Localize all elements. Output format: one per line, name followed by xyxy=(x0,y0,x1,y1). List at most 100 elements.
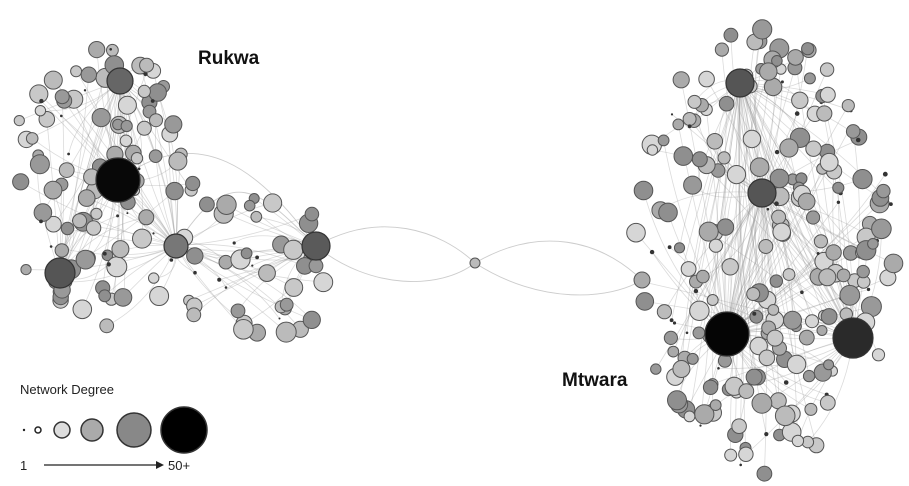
node xyxy=(691,151,708,168)
node xyxy=(669,318,674,323)
hub-node xyxy=(747,178,777,208)
edge xyxy=(721,49,763,194)
legend-circle xyxy=(116,412,152,448)
node xyxy=(193,270,197,275)
node xyxy=(663,330,679,345)
node xyxy=(767,304,780,316)
node xyxy=(98,289,112,303)
edge xyxy=(739,82,768,300)
node xyxy=(685,331,689,335)
node xyxy=(43,70,63,90)
node xyxy=(841,99,855,113)
node xyxy=(263,193,283,213)
node xyxy=(836,200,841,204)
node xyxy=(706,294,719,306)
node xyxy=(67,152,70,156)
edge xyxy=(726,203,880,335)
node xyxy=(724,448,738,462)
node xyxy=(816,325,828,336)
edge xyxy=(739,82,862,254)
node xyxy=(717,151,731,165)
node xyxy=(284,278,304,297)
node xyxy=(150,99,155,103)
node xyxy=(702,379,719,395)
node xyxy=(667,390,687,411)
node xyxy=(117,95,137,115)
node xyxy=(308,258,324,274)
node xyxy=(251,264,254,267)
node xyxy=(832,181,845,194)
legend-circle xyxy=(22,428,26,432)
node xyxy=(800,290,804,295)
node xyxy=(152,232,155,235)
node xyxy=(739,463,742,467)
node xyxy=(469,257,481,269)
node xyxy=(217,277,222,282)
node xyxy=(106,256,128,278)
node xyxy=(746,287,761,301)
node xyxy=(20,264,32,276)
node xyxy=(138,209,155,226)
node xyxy=(852,169,873,190)
node xyxy=(779,138,799,158)
edge xyxy=(663,140,728,335)
edge xyxy=(67,228,177,247)
node xyxy=(798,329,815,346)
edge xyxy=(20,181,177,247)
node xyxy=(13,115,25,127)
edge xyxy=(655,192,763,370)
node xyxy=(278,317,281,320)
node xyxy=(738,383,755,400)
node xyxy=(148,272,160,284)
edge xyxy=(315,226,476,264)
node xyxy=(716,218,735,236)
node xyxy=(819,394,836,411)
node xyxy=(232,241,236,245)
node xyxy=(766,329,784,347)
node xyxy=(635,292,655,311)
node xyxy=(764,432,769,437)
edge xyxy=(822,95,854,339)
node xyxy=(782,268,796,281)
node xyxy=(882,171,888,177)
edge xyxy=(686,82,741,333)
node xyxy=(626,222,646,243)
node xyxy=(656,304,673,320)
node xyxy=(39,98,44,104)
node xyxy=(72,213,88,229)
node xyxy=(839,284,861,306)
node xyxy=(766,207,770,211)
node xyxy=(692,326,706,340)
node xyxy=(787,49,804,66)
node xyxy=(168,151,188,171)
edge xyxy=(726,151,828,335)
node xyxy=(876,183,891,199)
node xyxy=(88,41,106,59)
node xyxy=(633,180,654,201)
node xyxy=(867,238,879,250)
node xyxy=(889,202,893,207)
node xyxy=(682,112,697,126)
node xyxy=(745,368,763,386)
node xyxy=(25,132,39,145)
node xyxy=(149,286,170,306)
node xyxy=(111,240,130,259)
node xyxy=(12,173,30,191)
node xyxy=(742,129,762,149)
node xyxy=(70,65,83,78)
edge xyxy=(738,82,767,435)
node xyxy=(139,57,155,73)
node xyxy=(109,48,112,51)
node xyxy=(646,144,659,156)
node xyxy=(866,287,871,292)
legend-min: 1 xyxy=(20,458,27,473)
node xyxy=(250,210,263,223)
node xyxy=(672,360,691,378)
node xyxy=(763,77,783,97)
node xyxy=(169,258,174,262)
edge xyxy=(699,192,763,311)
node xyxy=(689,300,710,321)
node xyxy=(752,19,773,40)
node xyxy=(672,321,677,325)
node xyxy=(756,465,773,482)
